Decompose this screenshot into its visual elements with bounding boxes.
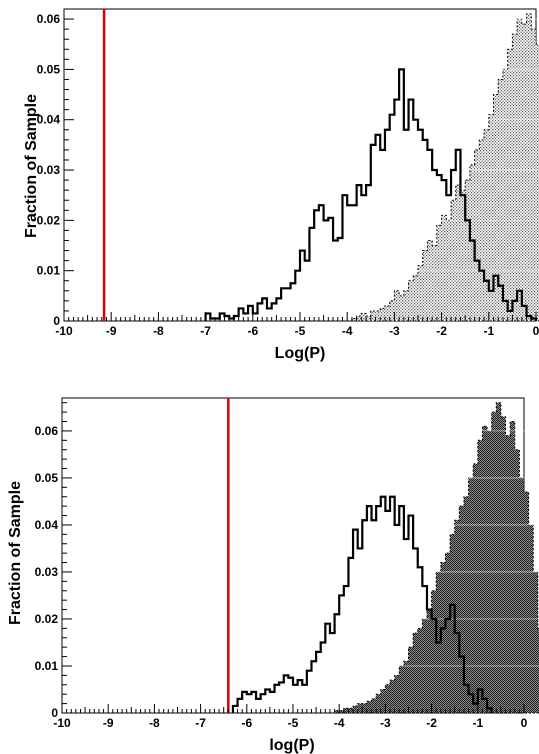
top-y-tick-label: 0.01 xyxy=(37,264,61,278)
bottom-y-tick-label: 0 xyxy=(51,706,58,720)
top-x-tick-label: -5 xyxy=(295,324,306,338)
bottom-y-tick-label: 0.01 xyxy=(35,659,59,673)
top-x-tick-label: -2 xyxy=(436,324,447,338)
top-y-tick-label: 0.06 xyxy=(37,12,61,26)
bottom-panel: Fraction of Sample log(P) -10 -9 -8 -7 -6 -5-… xyxy=(7,397,539,754)
top-y-axis-label: Fraction of Sample xyxy=(23,94,40,238)
top-x-tick-label: -6 xyxy=(247,324,258,338)
bottom-x-tick-label: -4 xyxy=(334,716,345,730)
bottom-y-tick-label: 0.03 xyxy=(35,565,59,579)
bottom-x-tick-label: -5 xyxy=(288,716,299,730)
top-y-tick-label: 0 xyxy=(53,314,60,328)
bottom-x-axis-label: log(P) xyxy=(269,737,314,754)
top-x-tick-label: -9 xyxy=(106,324,117,338)
bottom-x-tick-label: -2 xyxy=(426,716,437,730)
bottom-x-tick-label: -3 xyxy=(380,716,391,730)
top-x-tick-label: -10 xyxy=(55,324,73,338)
top-x-tick-label: 0 xyxy=(533,324,539,338)
bottom-x-tick-label: 0 xyxy=(521,716,528,730)
top-x-axis-label: Log(P) xyxy=(275,345,326,362)
bottom-y-tick-label: 0.04 xyxy=(35,518,59,532)
bottom-x-tick-label: -1 xyxy=(472,716,483,730)
top-y-tick-label: 0.03 xyxy=(37,163,61,177)
top-x-tick-label: -1 xyxy=(483,324,494,338)
bottom-x-tick-label: -7 xyxy=(195,716,206,730)
bottom-x-tick-label: -10 xyxy=(53,716,71,730)
top-x-tick-label: -7 xyxy=(200,324,211,338)
top-y-tick-label: 0.04 xyxy=(37,113,61,127)
bottom-outline-histogram xyxy=(231,495,493,713)
bottom-x-tick-label: -8 xyxy=(149,716,160,730)
bottom-filled-histogram xyxy=(334,402,539,714)
top-panel: Fraction of Sample Log(P) -10 -9 -8 -7 -6 -5-… xyxy=(23,8,539,362)
bottom-y-tick-label: 0.02 xyxy=(35,612,59,626)
bottom-x-tick-label: -6 xyxy=(241,716,252,730)
bottom-x-tick-label: -9 xyxy=(103,716,114,730)
top-y-tick-label: 0.05 xyxy=(37,62,61,76)
bottom-y-tick-label: 0.06 xyxy=(35,424,59,438)
bottom-y-tick-label: 0.05 xyxy=(35,471,59,485)
top-x-tick-label: -8 xyxy=(153,324,164,338)
top-y-tick-label: 0.02 xyxy=(37,213,61,227)
top-x-tick-label: -3 xyxy=(389,324,400,338)
top-x-tick-label: -4 xyxy=(342,324,353,338)
top-outline-histogram xyxy=(204,68,538,321)
top-filled-histogram xyxy=(351,13,539,322)
bottom-y-axis-label: Fraction of Sample xyxy=(7,481,24,625)
